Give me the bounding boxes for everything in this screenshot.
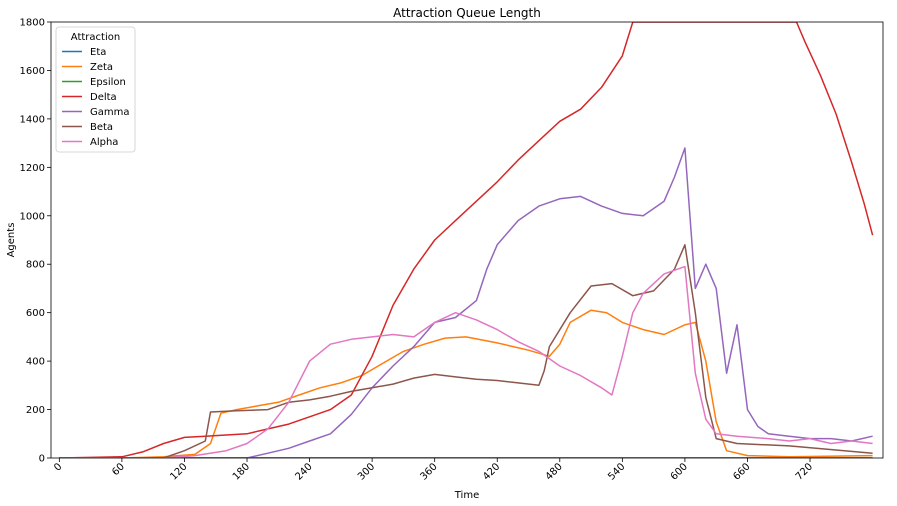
y-tick-label: 1000 <box>20 211 45 222</box>
legend-entry-epsilon: Epsilon <box>90 77 126 88</box>
legend-entry-zeta: Zeta <box>90 62 113 73</box>
legend-title: Attraction <box>71 32 120 43</box>
plot-frame <box>50 21 884 459</box>
y-tick-label: 0 <box>39 454 45 465</box>
x-tick-label: 720 <box>794 461 815 482</box>
x-tick-label: 180 <box>231 461 252 482</box>
y-axis-label: Agents <box>6 223 17 258</box>
x-tick-label: 600 <box>669 461 690 482</box>
legend: Attraction Eta Zeta Epsilon Delta Gamma Beta Al… <box>55 26 136 153</box>
x-tick-label: 60 <box>110 461 127 478</box>
y-tick-label: 400 <box>26 357 45 368</box>
y-axis-ticks: 0 200 400 600 800 1000 1200 1400 1600 1800 <box>20 18 51 465</box>
legend-entry-eta: Eta <box>90 47 106 58</box>
x-tick-label: 420 <box>481 461 502 482</box>
x-tick-label: 540 <box>606 461 627 482</box>
x-tick-label: 0 <box>52 461 64 473</box>
y-tick-label: 1600 <box>20 66 45 77</box>
x-tick-label: 360 <box>419 461 440 482</box>
x-axis-ticks: 0 60 120 180 240 300 360 420 480 540 600 660 720 <box>52 458 815 483</box>
y-tick-label: 200 <box>26 405 45 416</box>
legend-entry-gamma: Gamma <box>90 107 130 118</box>
plot-background <box>51 22 883 458</box>
y-tick-label: 1800 <box>20 18 45 29</box>
y-tick-label: 1400 <box>20 114 45 125</box>
legend-entry-beta: Beta <box>90 122 113 133</box>
plot-area <box>50 21 884 459</box>
y-tick-label: 1200 <box>20 163 45 174</box>
legend-entry-delta: Delta <box>90 92 117 103</box>
series-line-delta <box>59 22 874 458</box>
x-tick-label: 240 <box>293 461 314 482</box>
legend-box <box>55 26 136 153</box>
series-line-gamma <box>59 147 873 458</box>
x-tick-label: 300 <box>356 461 377 482</box>
x-tick-label: 120 <box>168 461 189 482</box>
series-line-beta <box>59 244 873 458</box>
legend-entry-alpha: Alpha <box>90 137 118 148</box>
x-tick-label: 660 <box>731 461 752 482</box>
series-lines <box>59 22 874 458</box>
y-tick-label: 600 <box>26 308 45 319</box>
y-tick-label: 800 <box>26 260 45 271</box>
x-axis-label: Time <box>454 490 479 501</box>
x-tick-label: 480 <box>544 461 565 482</box>
chart-title: Attraction Queue Length <box>393 6 541 20</box>
series-line-alpha <box>59 265 873 458</box>
